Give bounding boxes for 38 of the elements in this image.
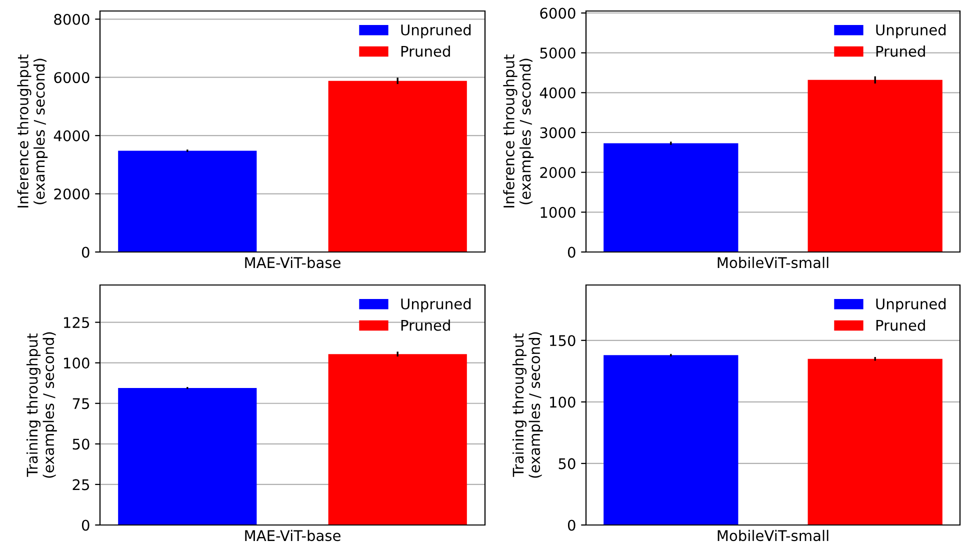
legend-label: Unpruned	[401, 298, 471, 312]
y-tick-label: 100	[64, 358, 90, 369]
y-axis-title: Training throughput (examples / second)	[512, 332, 543, 478]
legend-label: Unpruned	[876, 24, 946, 38]
y-tick-label: 0	[82, 520, 90, 531]
legend-label: Unpruned	[876, 298, 946, 312]
y-tick-label: 50	[72, 438, 90, 450]
y-tick-label: 1000	[540, 206, 576, 218]
y-tick-label: 3000	[540, 127, 576, 138]
y-tick-label: 8000	[54, 14, 90, 25]
y-axis-title: Inference throughput (examples / second)	[17, 54, 48, 208]
y-tick-label: 2000	[54, 188, 90, 200]
y-tick-label: 6000	[540, 8, 576, 19]
y-tick-label: 50	[558, 458, 576, 470]
y-tick-label: 0	[568, 520, 576, 531]
x-tick-label: MobileViT-small	[718, 530, 828, 542]
y-tick-label: 75	[72, 398, 90, 410]
y-tick-label: 5000	[540, 48, 576, 59]
legend-label: Pruned	[876, 320, 925, 331]
y-tick-label: 150	[550, 335, 576, 346]
y-axis-title: Inference throughput (examples / second)	[503, 54, 534, 208]
y-tick-label: 2000	[540, 167, 576, 178]
legend-label: Pruned	[401, 46, 450, 57]
y-tick-label: 6000	[54, 72, 90, 84]
y-tick-label: 100	[550, 396, 576, 408]
y-tick-label: 4000	[54, 130, 90, 142]
y-tick-label: 125	[64, 317, 90, 328]
y-axis-title: Training throughput (examples / second)	[26, 332, 57, 478]
legend-label: Pruned	[401, 320, 450, 331]
legend-label: Pruned	[876, 46, 925, 57]
x-tick-label: MAE-ViT-base	[245, 530, 340, 542]
x-tick-label: MAE-ViT-base	[245, 256, 340, 268]
y-tick-label: 4000	[540, 87, 576, 98]
legend-label: Unpruned	[401, 24, 471, 38]
y-tick-label: 0	[568, 246, 576, 258]
y-tick-label: 25	[72, 479, 90, 490]
x-tick-label: MobileViT-small	[718, 256, 828, 268]
y-tick-label: 0	[82, 246, 90, 258]
